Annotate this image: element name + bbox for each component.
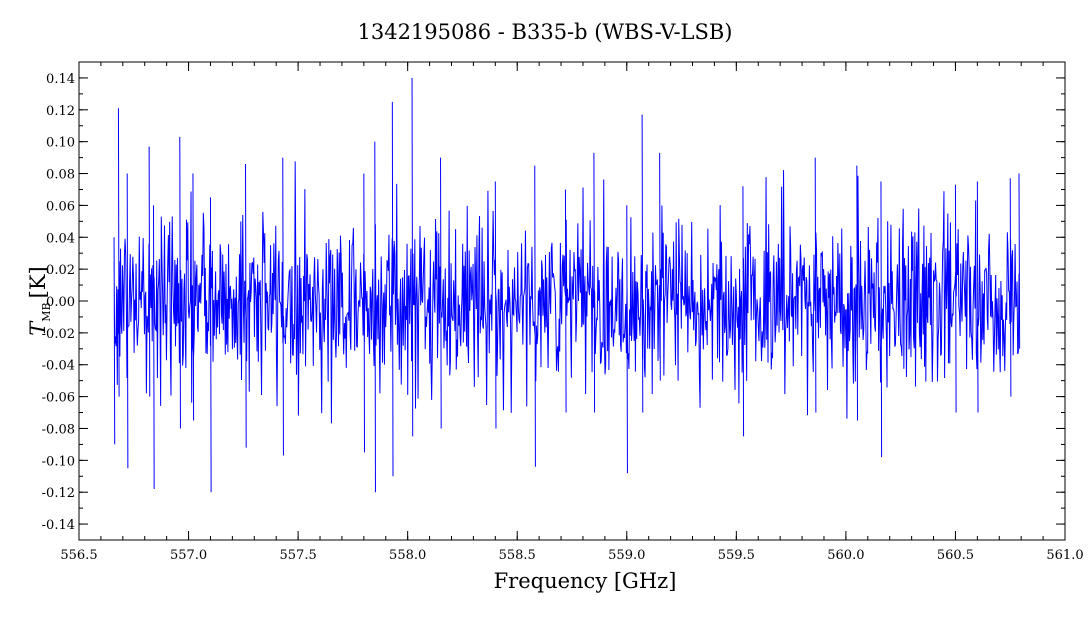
y-tick-label: -0.06 [42,391,75,406]
y-tick-label: 0.14 [46,72,75,87]
x-tick-label: 557.0 [170,548,207,563]
x-tick-label: 560.0 [827,548,864,563]
y-tick-label: -0.02 [42,327,75,342]
y-axis-label-unit: [K] [26,266,50,298]
y-axis-label: TMB [K] [26,266,53,335]
x-tick-label: 558.5 [499,548,536,563]
y-axis-label-subscript: MB [40,302,53,321]
y-axis-label-symbol: T [26,320,50,336]
x-tick-label: 556.5 [60,548,97,563]
x-tick-label: 561.0 [1046,548,1083,563]
y-tick-label: -0.04 [42,359,75,374]
y-tick-label: 0.00 [46,295,75,310]
y-tick-label: 0.02 [46,263,75,278]
y-tick-label: -0.14 [42,518,75,533]
y-tick-label: 0.04 [46,231,75,246]
x-tick-label: 560.5 [937,548,974,563]
x-axis-label: Frequency [GHz] [494,569,677,593]
y-tick-label: 0.06 [46,199,75,214]
x-tick-label: 559.0 [608,548,645,563]
axes-layer: 556.5 557.0 557.5 558.0 558.5 559.0 559.5 560.0… [42,61,1084,563]
svg-text:TMB[K]: TMB [K] [26,266,53,335]
y-tick-label: 0.08 [46,168,75,183]
y-tick-label: -0.12 [42,486,75,501]
chart-title: 1342195086 - B335-b (WBS-V-LSB) [357,20,732,44]
x-tick-label: 558.0 [389,548,426,563]
x-tick-label: 557.5 [280,548,317,563]
y-tick-label: -0.10 [42,454,75,469]
series-layer [113,77,1021,493]
spectrum-series-line [113,77,1021,493]
y-tick-label: 0.10 [46,136,75,151]
x-tick-label: 559.5 [718,548,755,563]
y-tick-label: 0.12 [46,104,75,119]
y-tick-label: -0.08 [42,422,75,437]
